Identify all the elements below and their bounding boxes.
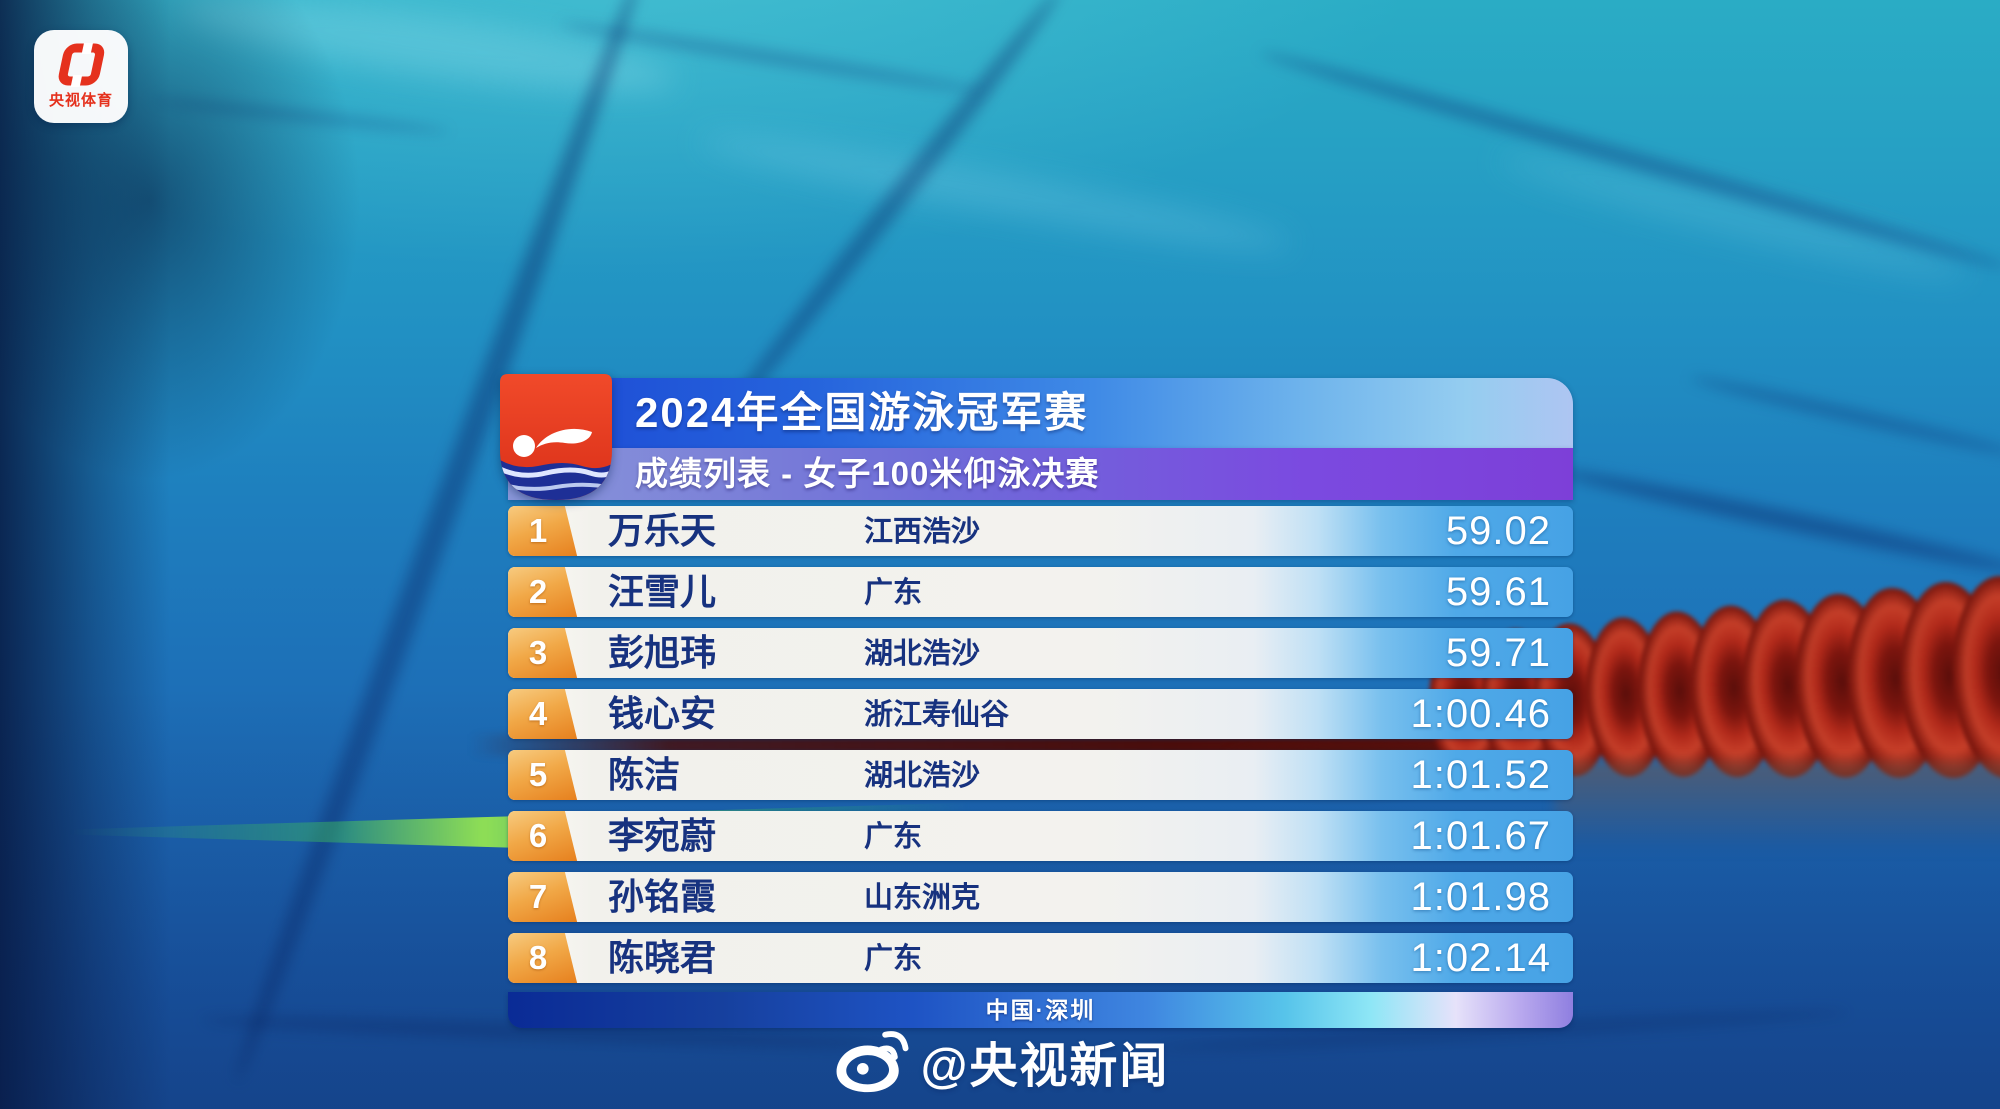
swimmer-badge-icon: [500, 374, 612, 500]
result-time: 59.71: [1445, 631, 1551, 675]
rank-badge: 3: [508, 628, 578, 678]
rank-badge: 7: [508, 872, 578, 922]
result-row: 7 孙铭霞 山东洲克 1:01.98: [508, 872, 1573, 922]
event-location: 中国·深圳: [985, 997, 1096, 1023]
result-time: 1:02.14: [1410, 936, 1551, 980]
footer-bar: 中国·深圳: [508, 992, 1573, 1028]
team-name: 广东: [864, 821, 923, 853]
rank-number: 4: [528, 695, 548, 732]
team-name: 湖北浩沙: [864, 760, 981, 792]
team-name: 广东: [864, 943, 923, 975]
athlete-name: 钱心安: [608, 693, 717, 734]
result-row: 5 陈洁 湖北浩沙 1:01.52: [508, 750, 1573, 800]
athlete-name: 陈晓君: [608, 937, 717, 978]
rank-badge: 2: [508, 567, 578, 617]
athlete-name: 孙铭霞: [608, 876, 717, 917]
result-time: 59.61: [1445, 570, 1551, 614]
team-name: 江西浩沙: [864, 516, 981, 548]
rank-number: 7: [528, 878, 548, 915]
rank-number: 3: [528, 634, 548, 671]
team-name: 浙江寿仙谷: [864, 699, 1010, 731]
team-name: 广东: [864, 577, 923, 609]
result-row: 3 彭旭玮 湖北浩沙 59.71: [508, 628, 1573, 678]
rank-number: 5: [528, 756, 548, 793]
result-row: 2 汪雪儿 广东 59.61: [508, 567, 1573, 617]
result-time: 59.02: [1445, 509, 1551, 553]
channel-logo-label: 央视体育: [48, 92, 113, 109]
rank-badge: 5: [508, 750, 578, 800]
athlete-name: 李宛蔚: [608, 815, 717, 856]
rank-badge: 8: [508, 933, 578, 983]
results-scoreboard: 2024年全国游泳冠军赛 成绩列表 - 女子100米仰泳决赛 1 万乐天 江西浩…: [500, 374, 1573, 1030]
athlete-name: 汪雪儿: [608, 571, 717, 612]
cctv-sports-icon: [58, 43, 105, 87]
result-time: 1:01.98: [1410, 875, 1551, 919]
result-row: 4 钱心安 浙江寿仙谷 1:00.46: [508, 689, 1573, 739]
result-row: 1 万乐天 江西浩沙 59.02: [508, 506, 1573, 556]
rank-number: 6: [528, 817, 548, 854]
rank-number: 2: [528, 573, 548, 610]
result-time: 1:00.46: [1410, 692, 1551, 736]
subtitle-bar: 成绩列表 - 女子100米仰泳决赛: [508, 448, 1573, 500]
watermark: @央视新闻: [831, 1026, 1170, 1096]
results-rows: 1 万乐天 江西浩沙 59.02 2 汪雪儿 广东 59.61 3 彭旭玮 湖北…: [508, 506, 1573, 983]
athlete-name: 彭旭玮: [608, 632, 717, 673]
watermark-handle: @央视新闻: [920, 1040, 1170, 1093]
result-row: 8 陈晓君 广东 1:02.14: [508, 933, 1573, 983]
athlete-name: 陈洁: [608, 754, 681, 795]
rank-badge: 4: [508, 689, 578, 739]
result-time: 1:01.67: [1410, 814, 1551, 858]
rank-number: 1: [528, 512, 548, 549]
weibo-icon: [836, 1031, 909, 1093]
title-bar: 2024年全国游泳冠军赛: [508, 378, 1573, 448]
athlete-name: 万乐天: [608, 510, 717, 551]
rank-number: 8: [528, 939, 548, 976]
rank-badge: 6: [508, 811, 578, 861]
team-name: 湖北浩沙: [864, 638, 981, 670]
result-time: 1:01.52: [1410, 753, 1551, 797]
rank-badge: 1: [508, 506, 578, 556]
lane-rope-murk: [1555, 762, 2000, 850]
result-row: 6 李宛蔚 广东 1:01.67: [508, 811, 1573, 861]
team-name: 山东洲克: [864, 882, 981, 914]
event-subtitle: 成绩列表 - 女子100米仰泳决赛: [635, 455, 1100, 492]
competition-title: 2024年全国游泳冠军赛: [635, 389, 1089, 436]
channel-logo: 央视体育: [34, 30, 128, 123]
